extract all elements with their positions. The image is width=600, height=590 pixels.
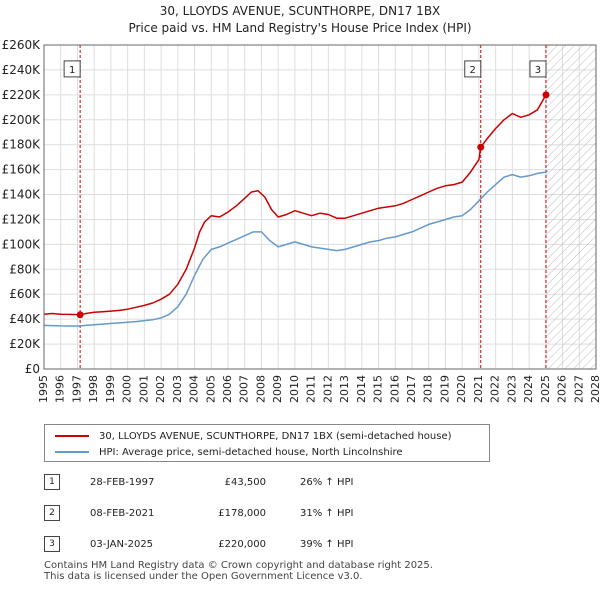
sale-price: £220,000 <box>218 538 266 550</box>
x-tick-label: 1996 <box>54 375 67 403</box>
x-tick-label: 2006 <box>221 375 234 403</box>
x-tick-label: 2002 <box>154 375 167 403</box>
sale-marker-badge: 3 <box>44 536 60 552</box>
x-tick-label: 2000 <box>121 375 134 403</box>
sale-marker-box <box>464 60 482 78</box>
x-tick-label: 2010 <box>288 375 301 403</box>
sale-marker-badge: 1 <box>44 474 60 490</box>
x-tick-label: 2012 <box>321 375 334 403</box>
future-hatch-region <box>545 45 596 369</box>
sale-point <box>542 91 550 99</box>
y-tick-label: £60K <box>9 287 41 301</box>
sale-hpi-change: 39% ↑ HPI <box>300 538 354 550</box>
footer: Contains HM Land Registry data © Crown c… <box>44 560 433 582</box>
y-tick-label: £80K <box>9 262 41 276</box>
y-tick-label: £0 <box>25 362 40 376</box>
legend-label-property: 30, LLOYDS AVENUE, SCUNTHORPE, DN17 1BX … <box>99 430 452 442</box>
y-tick-label: £120K <box>2 212 42 226</box>
legend-label-hpi: HPI: Average price, semi-detached house,… <box>99 446 403 458</box>
x-tick-label: 2026 <box>556 375 569 403</box>
y-tick-label: £20K <box>9 337 41 351</box>
x-tick-label: 1999 <box>104 375 117 403</box>
x-tick-label: 2015 <box>372 375 385 403</box>
x-tick-label: 1998 <box>87 375 100 403</box>
x-tick-label: 2001 <box>137 375 150 403</box>
sale-row-1: 1 28-FEB-1997 £43,500 26% ↑ HPI <box>44 472 353 492</box>
y-tick-label: £40K <box>9 312 41 326</box>
x-tick-label: 2014 <box>355 375 368 403</box>
chart-title: 30, LLOYDS AVENUE, SCUNTHORPE, DN17 1BX <box>159 4 441 18</box>
sale-marker-badge: 2 <box>44 505 60 521</box>
plot-area <box>44 45 596 369</box>
x-tick-label: 2004 <box>188 375 201 403</box>
legend-swatch-property <box>55 435 89 437</box>
legend-swatch-hpi <box>55 451 89 453</box>
sale-row-2: 2 08-FEB-2021 £178,000 31% ↑ HPI <box>44 503 353 523</box>
x-tick-label: 2019 <box>438 375 451 403</box>
x-tick-label: 2011 <box>305 375 318 403</box>
legend: 30, LLOYDS AVENUE, SCUNTHORPE, DN17 1BX … <box>44 424 490 462</box>
x-tick-label: 2003 <box>171 375 184 403</box>
y-tick-label: £160K <box>2 163 42 177</box>
x-tick-label: 2025 <box>539 375 552 403</box>
x-tick-label: 2023 <box>505 375 518 403</box>
y-tick-label: £180K <box>2 138 42 152</box>
x-tick-label: 2009 <box>271 375 284 403</box>
chart-subtitle: Price paid vs. HM Land Registry's House … <box>128 21 472 35</box>
x-tick-label: 2016 <box>388 375 401 403</box>
sale-hpi-change: 31% ↑ HPI <box>300 507 354 519</box>
x-tick-label: 2017 <box>405 375 418 403</box>
sale-marker-label: 2 <box>470 65 476 76</box>
sale-point <box>76 311 84 319</box>
plot-frame <box>43 44 597 370</box>
sale-date: 08-FEB-2021 <box>90 507 155 519</box>
x-tick-label: 2021 <box>472 375 485 403</box>
sale-marker-box <box>63 60 81 78</box>
sale-price: £178,000 <box>218 507 266 519</box>
x-tick-label: 2028 <box>589 375 600 403</box>
sale-row-3: 3 03-JAN-2025 £220,000 39% ↑ HPI <box>44 534 353 554</box>
x-tick-label: 2027 <box>572 375 585 403</box>
sale-date: 03-JAN-2025 <box>90 538 154 550</box>
footer-copyright: Contains HM Land Registry data © Crown c… <box>44 560 433 571</box>
property-price-line <box>43 92 549 316</box>
x-tick-label: 2018 <box>422 375 435 403</box>
legend-item-hpi: HPI: Average price, semi-detached house,… <box>55 444 403 460</box>
x-tick-label: 2024 <box>522 375 535 403</box>
y-tick-label: £100K <box>2 237 42 251</box>
y-tick-label: £220K <box>2 88 42 102</box>
sale-marker-label: 3 <box>535 65 541 76</box>
footer-licence: This data is licensed under the Open Gov… <box>44 571 363 582</box>
price-chart: 1 2 3 £0 £20K £40K £60K £80K £100K £120K £140K £16… <box>2 38 600 403</box>
sale-marker-label: 1 <box>69 65 75 76</box>
legend-item-property: 30, LLOYDS AVENUE, SCUNTHORPE, DN17 1BX … <box>55 428 452 444</box>
sale-marker-box <box>529 60 547 78</box>
y-tick-label: £140K <box>2 188 42 202</box>
y-tick-label: £260K <box>2 38 42 52</box>
x-tick-label: 2020 <box>455 375 468 403</box>
sale-price: £43,500 <box>224 476 266 488</box>
y-tick-label: £200K <box>2 113 42 127</box>
x-tick-label: 2005 <box>204 375 217 403</box>
hpi-line <box>43 170 548 327</box>
y-tick-label: £240K <box>2 63 42 77</box>
sale-date: 28-FEB-1997 <box>90 476 155 488</box>
x-tick-label: 2008 <box>254 375 267 403</box>
sale-point <box>477 143 485 151</box>
x-tick-label: 2013 <box>338 375 351 403</box>
sale-hpi-change: 26% ↑ HPI <box>300 476 354 488</box>
x-tick-label: 1997 <box>70 375 83 403</box>
x-tick-label: 1995 <box>37 375 50 403</box>
x-tick-label: 2022 <box>489 375 502 403</box>
x-tick-label: 2007 <box>238 375 251 403</box>
